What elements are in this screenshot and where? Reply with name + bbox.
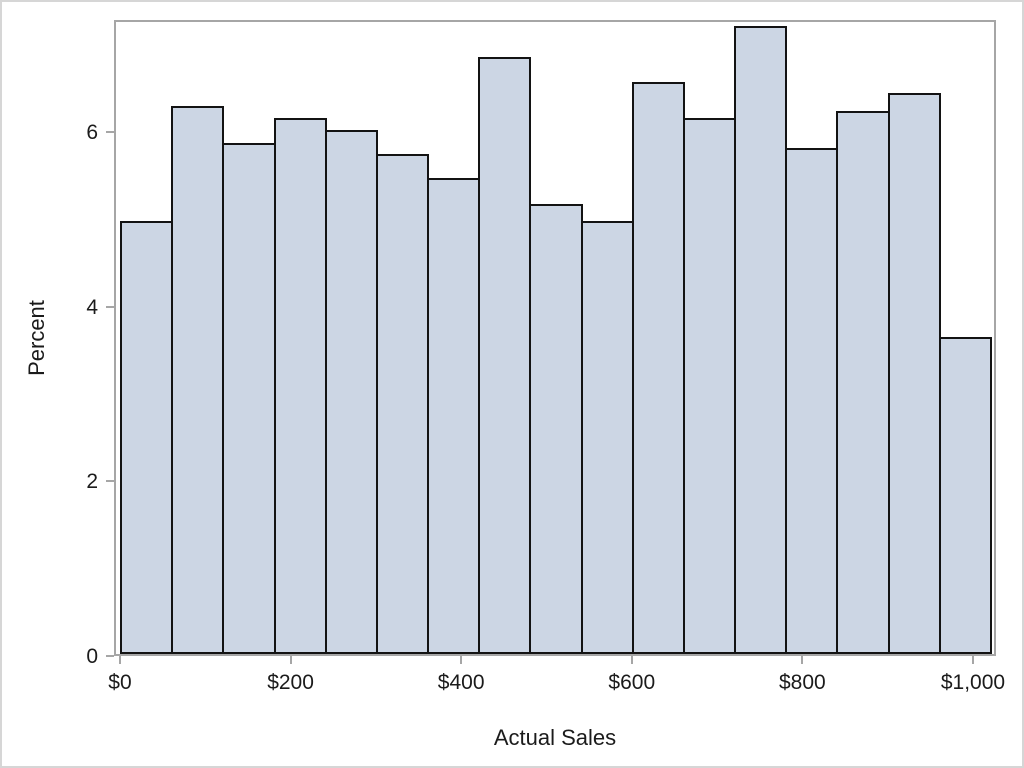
histogram-bar <box>273 118 327 654</box>
histogram-bar <box>222 142 276 654</box>
histogram-bar <box>836 111 890 654</box>
x-tick-mark <box>630 656 633 664</box>
histogram-bar <box>580 221 634 654</box>
y-tick-label: 0 <box>86 645 98 668</box>
y-tick-label: 2 <box>86 470 98 494</box>
x-tick-label: $0 <box>108 671 132 694</box>
histogram-bar <box>375 153 430 654</box>
x-tick-label: $800 <box>779 671 826 694</box>
histogram-bar <box>529 203 583 654</box>
histogram-bar <box>631 82 685 654</box>
histogram-bar <box>887 92 941 654</box>
y-tick-mark <box>106 305 114 308</box>
x-axis-title: Actual Sales <box>493 725 617 750</box>
histogram-bar <box>324 130 378 654</box>
y-tick-mark <box>106 130 114 133</box>
y-tick-label: 6 <box>86 120 98 144</box>
histogram-bar <box>682 118 737 654</box>
x-tick-label: $200 <box>267 671 314 694</box>
x-tick-mark <box>460 656 463 664</box>
x-tick-label: $400 <box>437 671 485 694</box>
histogram-bar <box>171 105 225 654</box>
x-tick-mark <box>118 656 121 664</box>
y-tick-mark <box>106 480 114 483</box>
histogram-bar <box>938 337 993 654</box>
histogram-bar <box>478 56 532 654</box>
y-tick-label: 4 <box>86 295 98 319</box>
x-tick-mark <box>289 656 292 664</box>
histogram-bar <box>427 178 481 654</box>
y-tick-mark <box>106 655 114 657</box>
histogram-bar <box>119 221 174 654</box>
plot-area <box>114 20 996 656</box>
histogram-bar <box>734 26 788 654</box>
x-tick-mark <box>801 656 804 664</box>
x-tick-label: $1,000 <box>940 671 1006 694</box>
x-tick-label: $600 <box>608 671 656 694</box>
histogram-bar <box>785 147 839 654</box>
x-tick-mark <box>971 656 974 664</box>
